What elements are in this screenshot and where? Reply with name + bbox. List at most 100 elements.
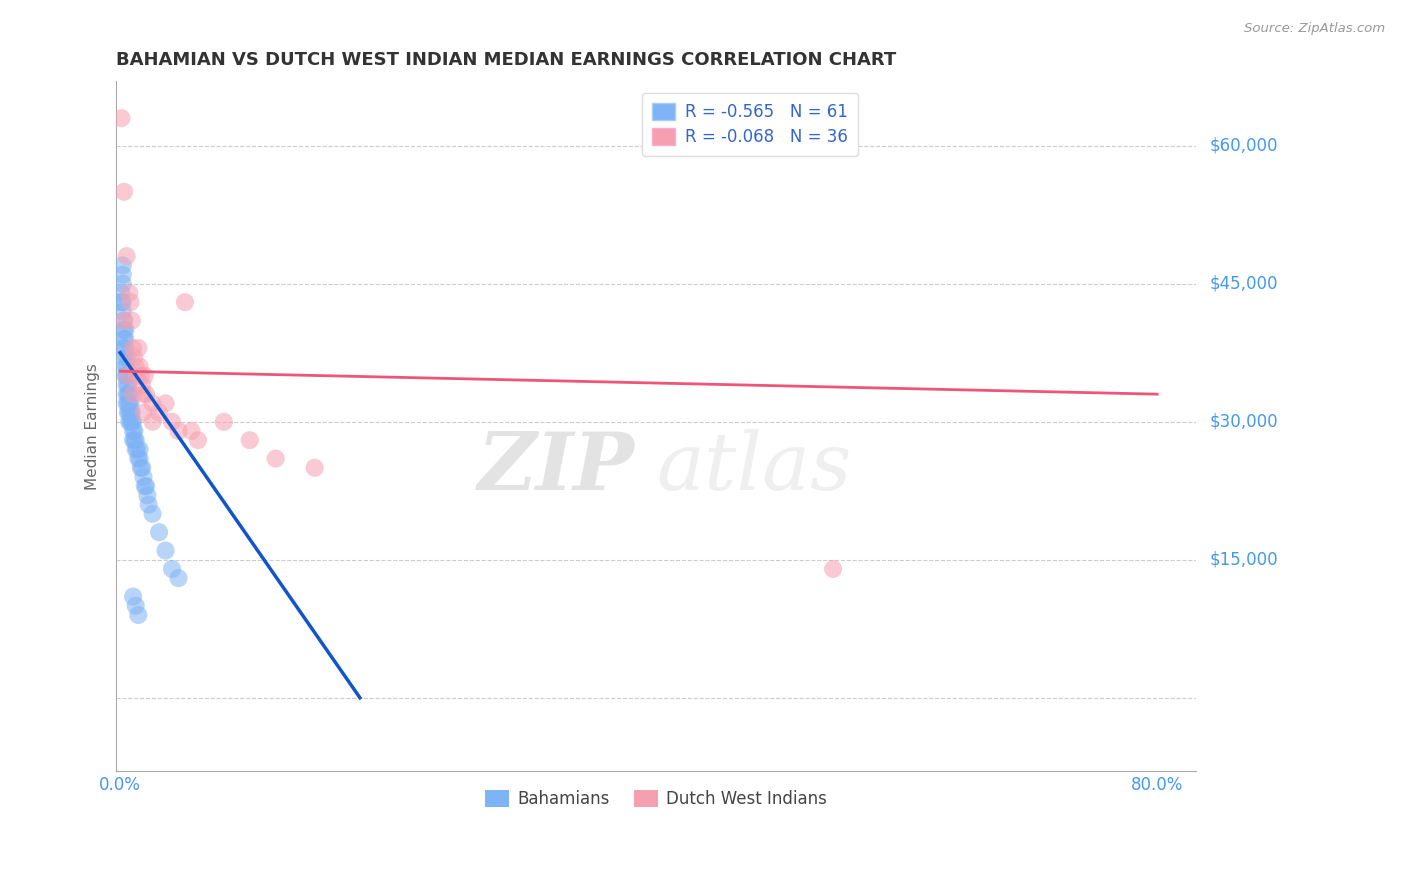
Point xyxy=(128,359,150,374)
Point xyxy=(121,415,143,429)
Point xyxy=(124,433,146,447)
Point xyxy=(115,249,138,263)
Point xyxy=(124,424,146,438)
Point xyxy=(148,525,170,540)
Point xyxy=(117,368,139,383)
Point xyxy=(127,341,149,355)
Point xyxy=(115,351,138,365)
Point xyxy=(120,415,142,429)
Point xyxy=(212,415,235,429)
Point xyxy=(122,590,145,604)
Point xyxy=(142,507,165,521)
Point xyxy=(110,111,132,125)
Point xyxy=(125,359,148,374)
Point xyxy=(111,295,134,310)
Point xyxy=(160,562,183,576)
Text: $60,000: $60,000 xyxy=(1211,136,1278,154)
Text: $15,000: $15,000 xyxy=(1211,550,1278,569)
Point xyxy=(125,368,148,383)
Point xyxy=(112,323,135,337)
Point xyxy=(112,185,135,199)
Point xyxy=(112,332,135,346)
Point xyxy=(118,387,141,401)
Point xyxy=(115,368,138,383)
Point xyxy=(132,406,155,420)
Point xyxy=(112,351,135,365)
Point xyxy=(118,415,141,429)
Point xyxy=(148,406,170,420)
Point xyxy=(118,406,141,420)
Point xyxy=(138,498,160,512)
Point xyxy=(132,470,155,484)
Point xyxy=(304,460,326,475)
Text: atlas: atlas xyxy=(657,429,852,507)
Point xyxy=(111,304,134,318)
Point xyxy=(114,359,136,374)
Point xyxy=(114,323,136,337)
Point xyxy=(134,479,156,493)
Point xyxy=(122,387,145,401)
Point xyxy=(167,424,190,438)
Point xyxy=(118,396,141,410)
Point xyxy=(112,313,135,327)
Point xyxy=(124,351,146,365)
Point xyxy=(128,442,150,457)
Point xyxy=(135,387,157,401)
Text: ZIP: ZIP xyxy=(478,429,634,507)
Point xyxy=(131,378,153,392)
Point xyxy=(155,543,177,558)
Point xyxy=(114,341,136,355)
Point xyxy=(115,378,138,392)
Text: Source: ZipAtlas.com: Source: ZipAtlas.com xyxy=(1244,22,1385,36)
Point xyxy=(134,368,156,383)
Point xyxy=(125,433,148,447)
Point xyxy=(122,433,145,447)
Point xyxy=(120,406,142,420)
Point xyxy=(114,368,136,383)
Point xyxy=(129,460,152,475)
Point xyxy=(131,460,153,475)
Point xyxy=(155,396,177,410)
Point xyxy=(160,415,183,429)
Point xyxy=(114,332,136,346)
Point xyxy=(132,387,155,401)
Point xyxy=(115,359,138,374)
Point xyxy=(120,396,142,410)
Point xyxy=(117,368,139,383)
Point xyxy=(110,295,132,310)
Point xyxy=(122,341,145,355)
Point xyxy=(180,424,202,438)
Point xyxy=(111,258,134,272)
Legend: Bahamians, Dutch West Indians: Bahamians, Dutch West Indians xyxy=(478,783,834,814)
Point xyxy=(128,451,150,466)
Point xyxy=(125,442,148,457)
Point xyxy=(112,341,135,355)
Point xyxy=(142,396,165,410)
Point xyxy=(121,313,143,327)
Point xyxy=(120,295,142,310)
Point xyxy=(127,607,149,622)
Point xyxy=(115,396,138,410)
Point xyxy=(264,451,287,466)
Point xyxy=(117,406,139,420)
Point xyxy=(117,396,139,410)
Point xyxy=(129,368,152,383)
Text: $30,000: $30,000 xyxy=(1211,413,1278,431)
Point xyxy=(121,406,143,420)
Point xyxy=(174,295,197,310)
Point xyxy=(117,378,139,392)
Point xyxy=(135,479,157,493)
Point xyxy=(122,424,145,438)
Point xyxy=(111,277,134,291)
Point xyxy=(136,488,159,502)
Point xyxy=(127,451,149,466)
Point xyxy=(125,442,148,457)
Point xyxy=(117,387,139,401)
Text: $45,000: $45,000 xyxy=(1211,275,1278,293)
Point xyxy=(122,415,145,429)
Point xyxy=(118,285,141,300)
Point xyxy=(142,415,165,429)
Point xyxy=(187,433,209,447)
Point xyxy=(111,268,134,282)
Text: BAHAMIAN VS DUTCH WEST INDIAN MEDIAN EARNINGS CORRELATION CHART: BAHAMIAN VS DUTCH WEST INDIAN MEDIAN EAR… xyxy=(117,51,897,69)
